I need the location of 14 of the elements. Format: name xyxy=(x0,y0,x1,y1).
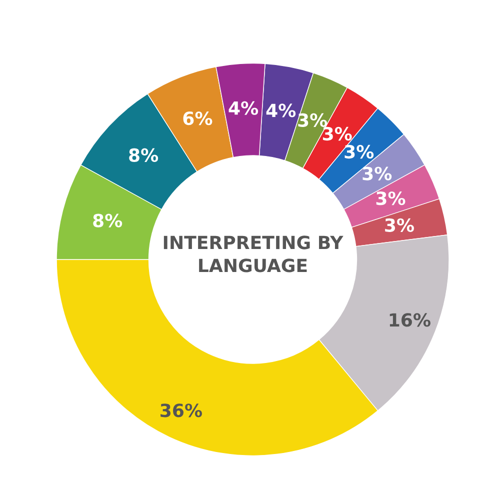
data-label: 3% xyxy=(322,126,352,141)
data-label: 3% xyxy=(362,166,392,180)
data-label: 3% xyxy=(298,113,328,127)
data-label: 3% xyxy=(376,191,406,206)
data-label: 4% xyxy=(266,104,296,118)
data-label: 16% xyxy=(390,313,430,327)
data-label: 3% xyxy=(344,144,374,159)
text: INTERPRETING BY LANGUAGE xyxy=(164,236,344,272)
data-label: 4% xyxy=(228,101,258,115)
data-label: 8% xyxy=(129,148,158,162)
data-label: 36% xyxy=(160,404,202,418)
data-label: 6% xyxy=(183,112,212,126)
data-label: 8% xyxy=(93,214,122,228)
data-label: 3% xyxy=(385,218,414,232)
